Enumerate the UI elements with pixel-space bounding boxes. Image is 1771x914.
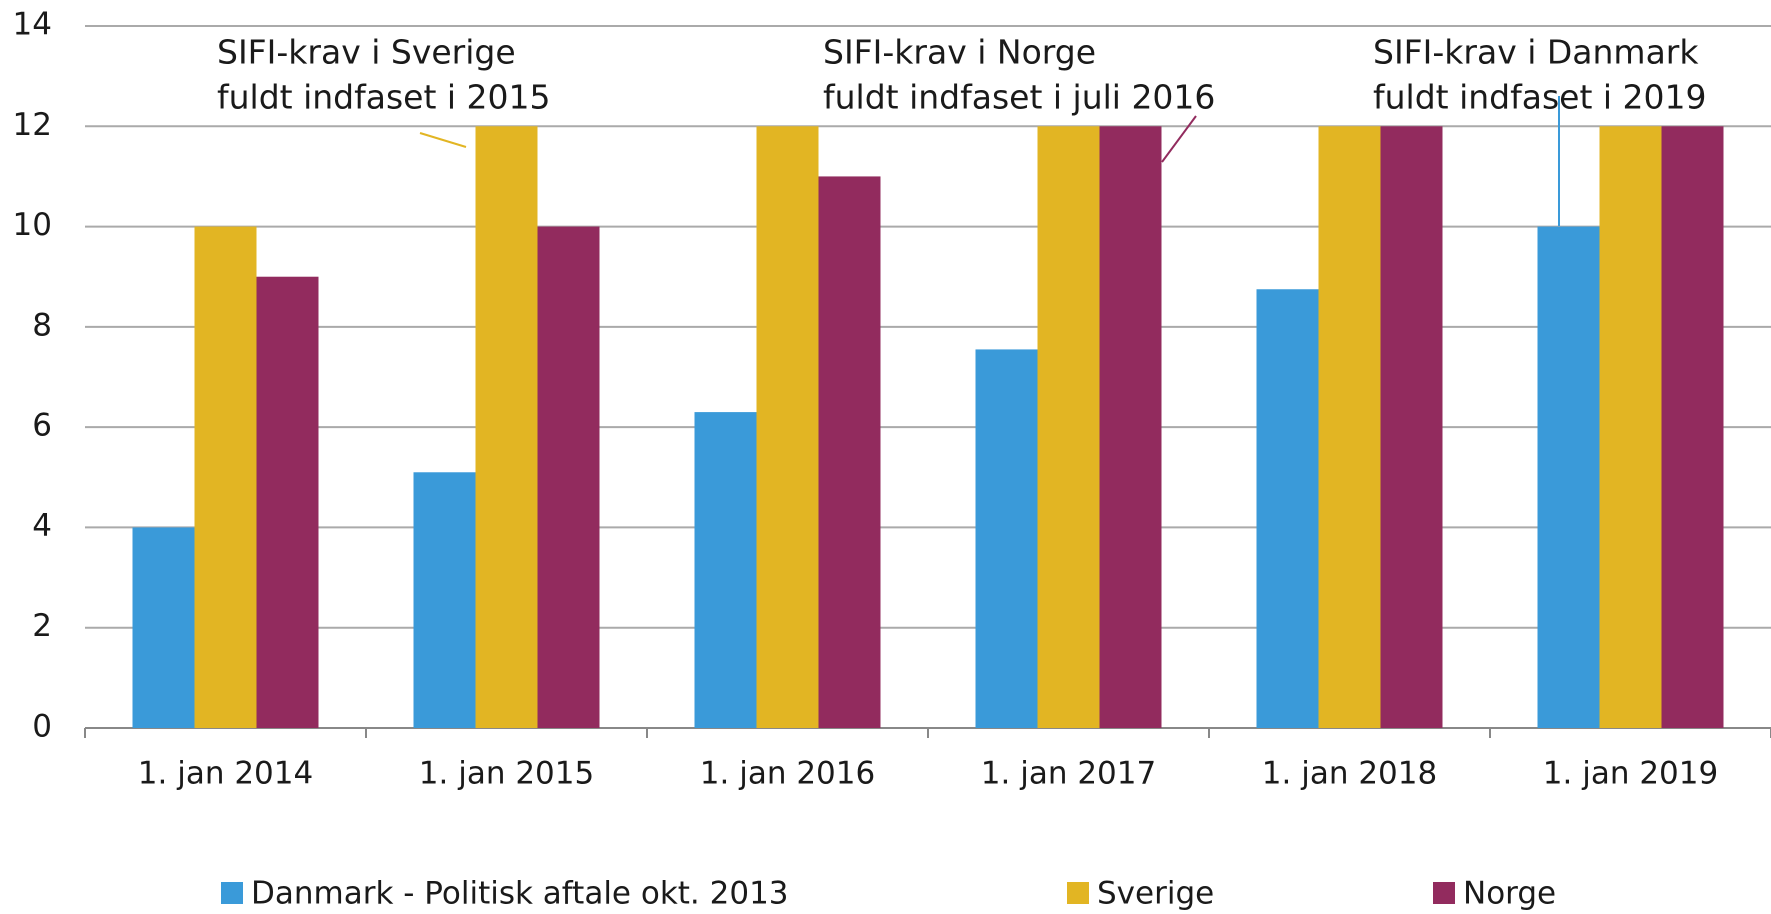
- bar: [1599, 126, 1662, 729]
- y-tick-label: 0: [32, 709, 52, 745]
- bar: [1380, 126, 1443, 729]
- x-tick-label: 1. jan 2019: [1543, 756, 1718, 792]
- legend-label: Sverige: [1097, 876, 1214, 912]
- y-tick-label: 4: [32, 508, 52, 544]
- bar: [1318, 126, 1381, 729]
- y-tick-label: 8: [32, 307, 52, 343]
- y-tick-label: 2: [32, 608, 52, 644]
- annotation: fuldt indfaset i juli 2016: [823, 78, 1215, 117]
- y-tick-label: 6: [32, 408, 52, 444]
- legend-swatch: [1433, 882, 1455, 904]
- bar: [1537, 226, 1600, 729]
- bar: [975, 349, 1038, 728]
- legend-swatch: [221, 882, 243, 904]
- legend-label: Norge: [1463, 876, 1556, 912]
- annotation: fuldt indfaset i 2019: [1373, 78, 1707, 117]
- bar: [756, 126, 819, 729]
- annotation-leader: [419, 132, 467, 148]
- bar: [194, 226, 257, 729]
- annotation-leader: [1161, 115, 1197, 163]
- x-tick-label: 1. jan 2015: [419, 756, 594, 792]
- bar: [1037, 126, 1100, 729]
- bar: [694, 412, 757, 728]
- bar: [256, 276, 319, 728]
- annotation: fuldt indfaset i 2015: [217, 78, 551, 117]
- x-tick-label: 1. jan 2018: [1262, 756, 1437, 792]
- legend-swatch: [1067, 882, 1089, 904]
- x-tick-label: 1. jan 2016: [700, 756, 875, 792]
- bar: [132, 527, 195, 728]
- bar: [475, 126, 538, 729]
- y-tick-label: 10: [13, 207, 52, 243]
- x-tick-label: 1. jan 2017: [981, 756, 1156, 792]
- legend-label: Danmark - Politisk aftale okt. 2013: [251, 876, 789, 912]
- bar: [1661, 126, 1724, 729]
- annotation: SIFI-krav i Danmark: [1373, 33, 1699, 72]
- bar: [1256, 289, 1319, 728]
- bar: [1099, 126, 1162, 729]
- annotation: SIFI-krav i Norge: [823, 33, 1096, 72]
- annotation: SIFI-krav i Sverige: [217, 33, 516, 72]
- bar: [818, 176, 881, 728]
- y-tick-label: 12: [13, 107, 52, 143]
- y-tick-label: 14: [13, 7, 52, 43]
- bar: [537, 226, 600, 729]
- bar: [413, 472, 476, 728]
- x-tick-label: 1. jan 2014: [138, 756, 313, 792]
